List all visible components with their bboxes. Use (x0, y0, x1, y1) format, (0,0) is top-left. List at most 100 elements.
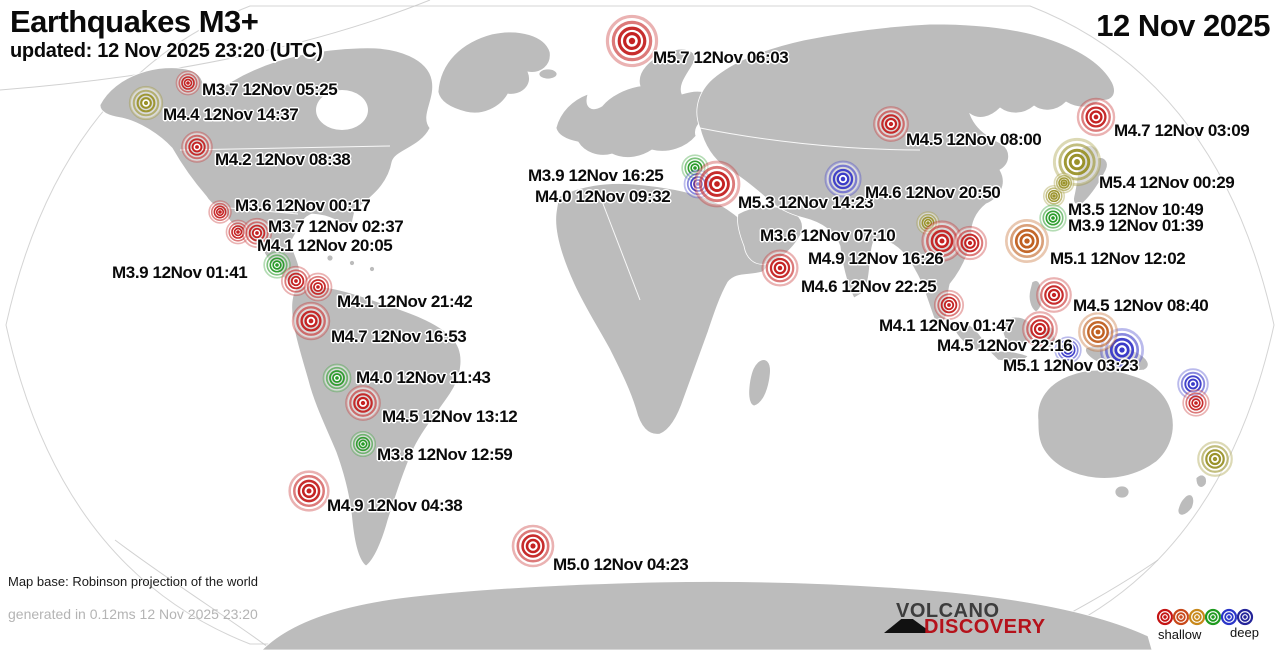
tasmania (1114, 485, 1130, 499)
quake-label: M4.1 12Nov 20:05 (257, 236, 393, 255)
quake-marker[interactable] (1078, 312, 1118, 352)
quake-label: M4.4 12Nov 14:37 (163, 105, 299, 124)
quake-marker[interactable] (1005, 219, 1049, 263)
sumatra (951, 320, 986, 352)
quake-marker[interactable] (1053, 172, 1075, 194)
quake-label: M3.5 12Nov 10:49 (1068, 200, 1204, 219)
quake-label: M5.1 12Nov 12:02 (1050, 249, 1186, 268)
quake-marker[interactable] (605, 14, 659, 68)
quake-label: M5.4 12Nov 00:29 (1099, 173, 1235, 192)
quake-marker[interactable] (1042, 184, 1066, 208)
quake-marker[interactable] (322, 363, 352, 393)
legend-shallow-label: shallow (1158, 627, 1202, 642)
quake-label: M4.1 12Nov 21:42 (337, 292, 473, 311)
quake-marker[interactable] (181, 131, 213, 163)
depth-legend: shallow deep (1156, 608, 1272, 648)
quake-label: M4.0 12Nov 11:43 (356, 368, 491, 387)
legend-deep-label: deep (1230, 625, 1259, 640)
quake-marker[interactable] (1182, 389, 1210, 417)
legend-ring-icon (1188, 608, 1206, 626)
continents (99, 23, 1207, 650)
legend-ring-icon (1220, 608, 1238, 626)
quake-label: M4.5 12Nov 08:00 (906, 130, 1042, 149)
quake-marker[interactable] (291, 301, 331, 341)
quake-marker[interactable] (1100, 328, 1144, 372)
quake-marker[interactable] (345, 385, 381, 421)
quake-label: M4.7 12Nov 03:09 (1114, 121, 1250, 140)
quake-marker[interactable] (761, 249, 799, 287)
quake-marker[interactable] (1039, 204, 1067, 232)
legend-ring-icon (1204, 608, 1222, 626)
legend-ring-icon (1236, 608, 1254, 626)
quake-marker[interactable] (280, 265, 312, 297)
logo-text-volcano: VOLCANO (896, 600, 1000, 622)
quake-marker[interactable] (1197, 441, 1233, 477)
quake-label: M3.9 12Nov 01:41 (112, 263, 248, 282)
quake-label: M4.6 12Nov 22:25 (801, 277, 937, 296)
quake-label: M3.8 12Nov 12:59 (377, 445, 513, 464)
quake-marker[interactable] (303, 272, 333, 302)
quake-marker[interactable] (1177, 368, 1209, 400)
quake-label: M5.1 12Nov 03:23 (1003, 356, 1139, 375)
quake-marker[interactable] (241, 217, 273, 249)
quake-label: M4.9 12Nov 16:26 (808, 249, 944, 268)
quake-label: M4.9 12Nov 04:38 (327, 496, 463, 515)
quake-marker[interactable] (693, 160, 741, 208)
quake-marker[interactable] (175, 70, 201, 96)
quake-label: M4.5 12Nov 13:12 (382, 407, 518, 426)
volcano-discovery-logo: VOLCANO DISCOVERY (884, 600, 1046, 640)
quake-marker[interactable] (128, 85, 164, 121)
australia (1037, 369, 1174, 479)
page-title: Earthquakes M3+ (10, 4, 259, 39)
greenland (437, 31, 551, 114)
quake-label: M4.5 12Nov 22:16 (937, 336, 1073, 355)
madagascar (748, 359, 771, 407)
quake-marker[interactable] (1076, 97, 1116, 137)
quake-label: M4.5 12Nov 08:40 (1073, 296, 1209, 315)
new-zealand-north (1195, 474, 1207, 488)
quake-marker[interactable] (824, 160, 862, 198)
quake-label: M3.6 12Nov 00:17 (235, 196, 371, 215)
europe (555, 48, 715, 158)
quake-label: M5.0 12Nov 04:23 (553, 555, 689, 574)
quake-label: M3.9 12Nov 16:25 (528, 166, 664, 185)
quake-label: M3.6 12Nov 07:10 (760, 226, 896, 245)
quake-label: M5.7 12Nov 06:03 (653, 48, 789, 67)
legend-ring-icon (1172, 608, 1190, 626)
quake-label: M4.6 12Nov 20:50 (865, 183, 1001, 202)
java (989, 350, 1029, 362)
quake-label: M3.7 12Nov 05:25 (202, 80, 338, 99)
asia (696, 23, 1115, 325)
quake-marker[interactable] (349, 430, 376, 457)
quake-label: M4.1 12Nov 01:47 (879, 316, 1015, 335)
map-date: 12 Nov 2025 (1096, 8, 1270, 43)
quake-label: M4.0 12Nov 09:32 (535, 187, 671, 206)
philippines (1028, 280, 1043, 313)
depth-legend-rings (1156, 608, 1254, 626)
quake-label: M3.9 12Nov 01:39 (1068, 216, 1204, 235)
quake-marker[interactable] (511, 524, 555, 568)
quake-marker[interactable] (1022, 311, 1058, 347)
quake-label: M4.7 12Nov 16:53 (331, 327, 467, 346)
quake-marker[interactable] (1052, 137, 1102, 187)
updated-timestamp: updated: 12 Nov 2025 23:20 (UTC) (10, 40, 323, 62)
country-borders (179, 127, 921, 301)
quake-marker[interactable] (288, 470, 330, 512)
quake-marker[interactable] (263, 251, 291, 279)
logo-text-discovery: DISCOVERY (924, 616, 1046, 638)
quake-marker[interactable] (933, 289, 965, 321)
quake-marker[interactable] (873, 106, 909, 142)
south-america (291, 285, 462, 567)
borneo (1001, 316, 1034, 349)
quake-marker[interactable] (208, 200, 232, 224)
quake-marker[interactable] (1036, 277, 1072, 313)
hudson-bay (316, 90, 368, 130)
quake-label: M4.2 12Nov 08:38 (215, 150, 351, 169)
generated-note: generated in 0.12ms 12 Nov 2025 23:20 (8, 606, 258, 622)
quake-marker[interactable] (1054, 336, 1082, 364)
quake-marker[interactable] (921, 220, 963, 262)
quake-marker[interactable] (952, 225, 988, 261)
